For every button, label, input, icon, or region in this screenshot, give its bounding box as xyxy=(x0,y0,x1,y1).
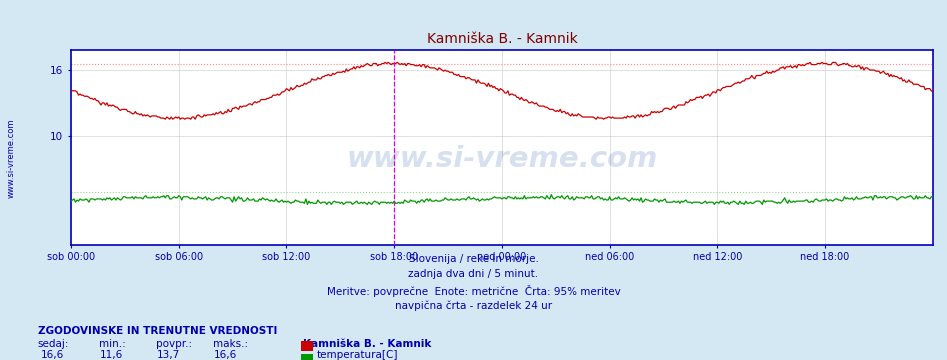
Text: 16,6: 16,6 xyxy=(41,350,63,360)
Text: Slovenija / reke in morje.: Slovenija / reke in morje. xyxy=(408,254,539,264)
Text: www.si-vreme.com: www.si-vreme.com xyxy=(7,119,16,198)
Text: povpr.:: povpr.: xyxy=(156,339,192,349)
Text: 13,7: 13,7 xyxy=(157,350,180,360)
Text: ZGODOVINSKE IN TRENUTNE VREDNOSTI: ZGODOVINSKE IN TRENUTNE VREDNOSTI xyxy=(38,326,277,336)
Text: Meritve: povprečne  Enote: metrične  Črta: 95% meritev: Meritve: povprečne Enote: metrične Črta:… xyxy=(327,285,620,297)
Title: Kamniška B. - Kamnik: Kamniška B. - Kamnik xyxy=(426,32,578,46)
Text: www.si-vreme.com: www.si-vreme.com xyxy=(347,145,657,173)
Text: min.:: min.: xyxy=(99,339,126,349)
Text: 16,6: 16,6 xyxy=(214,350,237,360)
Text: navpična črta - razdelek 24 ur: navpična črta - razdelek 24 ur xyxy=(395,300,552,311)
Text: temperatura[C]: temperatura[C] xyxy=(316,350,398,360)
Text: 11,6: 11,6 xyxy=(100,350,123,360)
Text: maks.:: maks.: xyxy=(213,339,248,349)
Text: sedaj:: sedaj: xyxy=(38,339,69,349)
Text: Kamniška B. - Kamnik: Kamniška B. - Kamnik xyxy=(303,339,432,349)
Text: zadnja dva dni / 5 minut.: zadnja dva dni / 5 minut. xyxy=(408,269,539,279)
